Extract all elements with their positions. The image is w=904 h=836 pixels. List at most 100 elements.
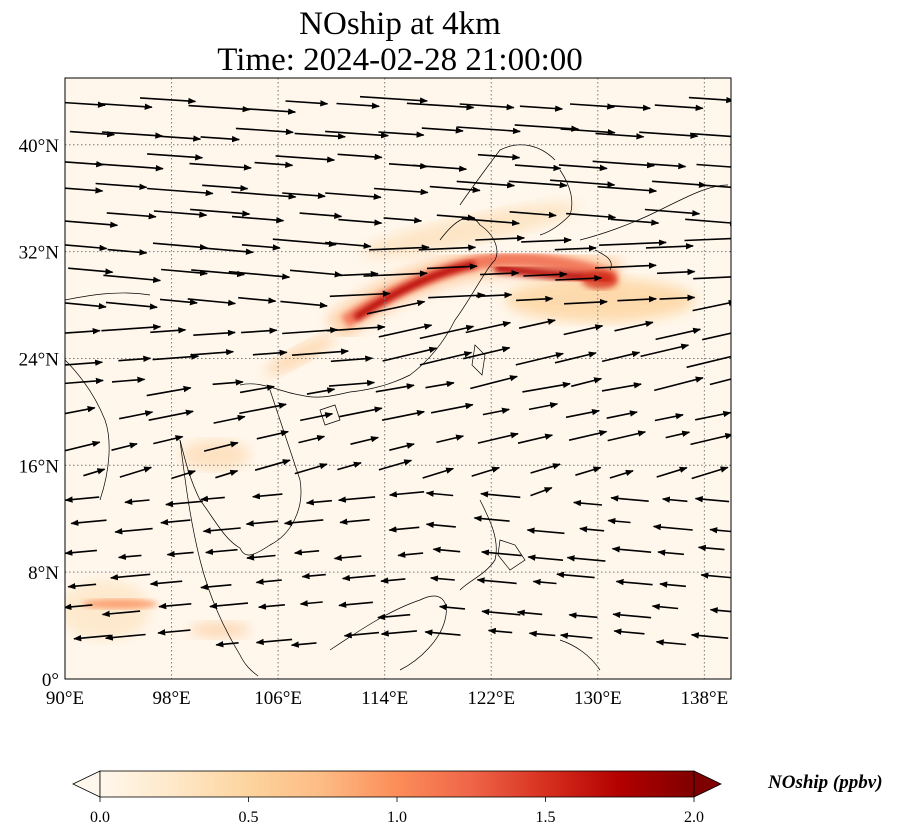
wind-arrow bbox=[65, 220, 119, 228]
wind-arrow bbox=[610, 495, 649, 502]
map-background bbox=[65, 78, 731, 679]
lat-tick-label: 40°N bbox=[19, 136, 60, 157]
wind-arrow bbox=[508, 180, 568, 189]
wind-arrow bbox=[200, 583, 232, 591]
wind-arrow bbox=[283, 519, 324, 526]
wind-arrow bbox=[607, 517, 631, 525]
wind-arrow bbox=[328, 379, 376, 387]
wind-arrow bbox=[709, 607, 731, 614]
wind-arrow bbox=[436, 434, 465, 444]
wind-arrow bbox=[339, 270, 379, 278]
wind-arrow bbox=[397, 551, 424, 558]
wind-arrow bbox=[83, 468, 106, 477]
wind-arrow bbox=[153, 210, 208, 218]
wind-arrow bbox=[426, 263, 478, 270]
wind-arrow bbox=[65, 549, 97, 556]
wind-arrow bbox=[461, 218, 520, 227]
wind-arrow bbox=[527, 554, 564, 561]
wind-arrow bbox=[659, 294, 696, 301]
wind-arrow bbox=[246, 554, 276, 561]
colorbar-bar bbox=[99, 770, 695, 798]
wind-arrow bbox=[103, 274, 162, 284]
wind-arrow bbox=[471, 466, 501, 477]
wind-arrow bbox=[341, 574, 376, 582]
wind-arrow bbox=[654, 104, 704, 112]
wind-arrow bbox=[231, 191, 297, 200]
lat-tick-label: 32°N bbox=[19, 243, 60, 264]
wind-arrow bbox=[465, 321, 512, 334]
wind-arrow bbox=[190, 208, 251, 217]
wind-arrow bbox=[432, 546, 461, 554]
wind-arrow bbox=[693, 276, 731, 280]
wind-arrow bbox=[156, 135, 202, 142]
wind-arrow bbox=[640, 343, 690, 358]
wind-arrow bbox=[101, 131, 164, 139]
wind-arrow bbox=[343, 631, 380, 639]
wind-arrow bbox=[568, 612, 598, 619]
wind-arrow bbox=[65, 377, 104, 385]
wind-arrow bbox=[556, 571, 595, 579]
wind-arrow bbox=[516, 609, 543, 616]
wind-arrow bbox=[104, 633, 146, 641]
wind-arrow bbox=[607, 430, 647, 442]
wind-arrow bbox=[325, 130, 389, 139]
wind-arrow bbox=[378, 459, 413, 471]
wind-arrow bbox=[482, 407, 510, 416]
wind-arrow bbox=[406, 102, 475, 111]
wind-arrow bbox=[563, 324, 604, 336]
wind-arrow bbox=[193, 329, 236, 337]
wind-arrow bbox=[695, 410, 731, 421]
wind-arrow bbox=[70, 519, 107, 526]
wind-arrow bbox=[429, 185, 481, 194]
wind-arrow bbox=[65, 187, 104, 194]
wind-arrow bbox=[532, 578, 557, 586]
wind-arrow bbox=[65, 359, 104, 366]
wind-arrow bbox=[215, 469, 239, 479]
wind-arrow bbox=[656, 466, 688, 478]
wind-arrow bbox=[610, 218, 660, 226]
wind-arrow bbox=[190, 349, 235, 356]
wind-arrow bbox=[114, 527, 153, 535]
wind-arrow bbox=[597, 185, 658, 194]
wind-arrow bbox=[375, 383, 415, 393]
wind-arrow bbox=[573, 499, 603, 507]
wind-arrow bbox=[255, 638, 293, 646]
wind-arrow bbox=[419, 324, 475, 340]
wind-arrow bbox=[554, 245, 597, 252]
wind-arrow bbox=[579, 526, 605, 533]
wind-arrow bbox=[339, 518, 370, 525]
wind-arrow bbox=[617, 295, 657, 303]
wind-arrow bbox=[282, 192, 326, 199]
wind-arrow bbox=[291, 348, 349, 356]
wind-arrow bbox=[644, 208, 701, 217]
wind-arrow bbox=[118, 355, 152, 363]
colorbar: 0.0 0.5 1.0 1.5 2.0 NOship (ppbv) bbox=[72, 770, 883, 826]
wind-arrow bbox=[290, 641, 317, 648]
wind-arrow bbox=[369, 244, 430, 251]
wind-arrow bbox=[566, 555, 606, 562]
wind-arrow bbox=[337, 496, 376, 503]
wind-arrow bbox=[516, 295, 554, 303]
wind-arrow bbox=[363, 270, 428, 277]
wind-arrow bbox=[487, 627, 513, 635]
wind-arrow bbox=[366, 299, 426, 315]
lon-axis: 90°E 98°E 106°E 114°E 122°E 130°E 138°E bbox=[46, 688, 728, 709]
wind-arrow bbox=[245, 520, 279, 527]
wind-arrow bbox=[139, 97, 197, 105]
wind-arrow bbox=[301, 572, 326, 580]
wind-arrow bbox=[696, 183, 731, 189]
wind-arrow bbox=[381, 409, 425, 421]
wind-arrow bbox=[523, 271, 568, 278]
wind-arrow bbox=[571, 377, 603, 388]
lon-tick-label: 114°E bbox=[361, 688, 408, 709]
wind-arrow bbox=[473, 515, 510, 522]
wind-arrow bbox=[421, 127, 464, 134]
wind-arrow bbox=[378, 323, 433, 338]
wind-arrow bbox=[105, 301, 158, 310]
wind-arrow bbox=[235, 127, 294, 136]
wind-arrow bbox=[158, 602, 192, 610]
lon-tick-label: 98°E bbox=[152, 688, 190, 709]
wind-arrow bbox=[378, 131, 425, 138]
wind-arrow bbox=[294, 463, 328, 475]
wind-arrow bbox=[594, 262, 657, 269]
